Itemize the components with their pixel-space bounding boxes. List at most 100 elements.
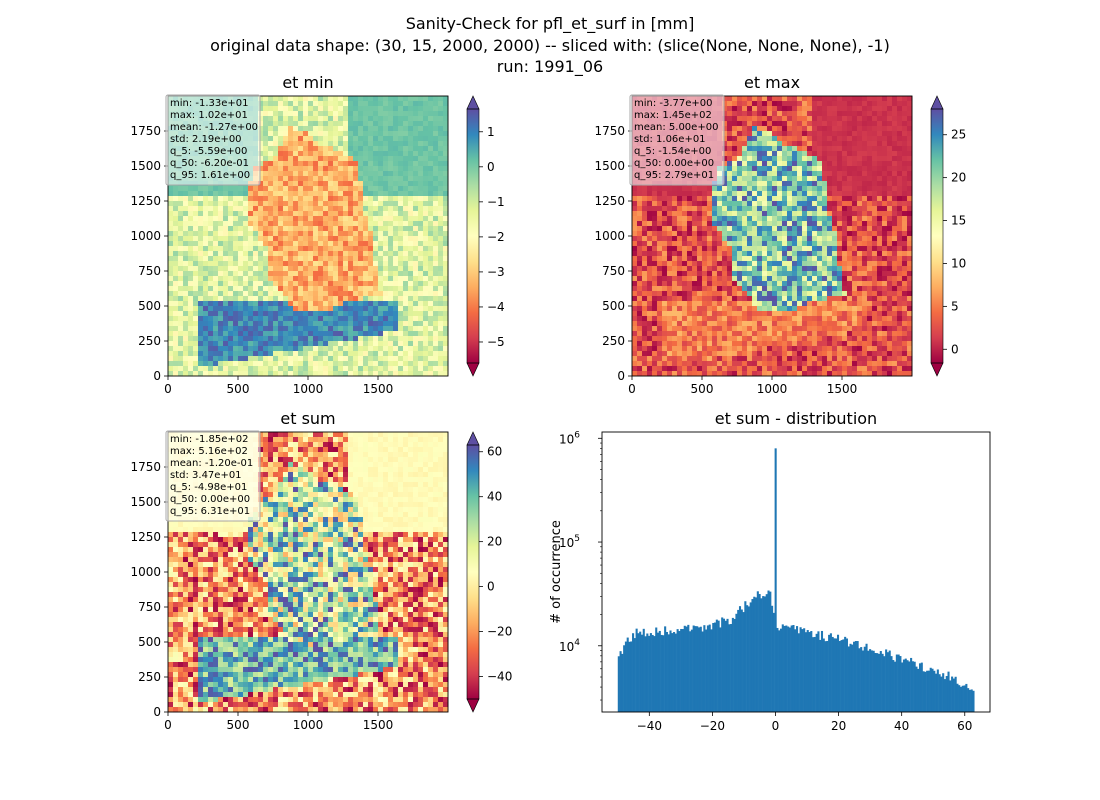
heatmap-cell <box>857 216 863 222</box>
heatmap-cell <box>373 271 379 277</box>
heatmap-cell <box>717 246 723 252</box>
heatmap-cell <box>393 241 399 247</box>
heatmap-cell <box>423 111 429 117</box>
heatmap-cell <box>393 296 399 302</box>
heatmap-cell <box>208 231 214 237</box>
heatmap-cell <box>213 336 219 342</box>
heatmap-cell <box>368 101 374 107</box>
heatmap-cell <box>168 276 174 282</box>
heatmap-cell <box>258 281 264 287</box>
heatmap-cell <box>418 111 424 117</box>
heatmap-cell <box>867 201 873 207</box>
heatmap-cell <box>408 116 414 122</box>
heatmap-cell <box>907 161 913 167</box>
heatmap-cell <box>273 281 279 287</box>
heatmap-cell <box>867 151 873 157</box>
heatmap-cell <box>662 256 668 262</box>
heatmap-cell <box>822 121 828 127</box>
heatmap-cell <box>747 236 753 242</box>
heatmap-cell <box>353 241 359 247</box>
heatmap-cell <box>303 306 309 312</box>
heatmap-cell <box>198 246 204 252</box>
heatmap-cell <box>802 191 808 197</box>
heatmap-cell <box>398 131 404 137</box>
heatmap-cell <box>737 156 743 162</box>
heatmap-cell <box>847 241 853 247</box>
heatmap-cell <box>318 211 324 217</box>
heatmap-cell <box>233 281 239 287</box>
heatmap-cell <box>288 366 294 372</box>
heatmap-cell <box>343 331 349 337</box>
heatmap-cell <box>368 331 374 337</box>
heatmap-cell <box>238 296 244 302</box>
heatmap-cell <box>423 331 429 337</box>
heatmap-cell <box>892 116 898 122</box>
heatmap-cell <box>842 131 848 137</box>
heatmap-cell <box>408 96 414 102</box>
heatmap-cell <box>338 216 344 222</box>
heatmap-cell <box>832 111 838 117</box>
heatmap-cell <box>418 371 424 377</box>
heatmap-cell <box>248 301 254 307</box>
heatmap-cell <box>378 161 384 167</box>
heatmap-cell <box>178 211 184 217</box>
heatmap-cell <box>358 251 364 257</box>
heatmap-cell <box>373 256 379 262</box>
heatmap-cell <box>652 241 658 247</box>
heatmap-cell <box>787 136 793 142</box>
heatmap-cell <box>428 346 434 352</box>
heatmap-cell <box>188 286 194 292</box>
heatmap-cell <box>842 236 848 242</box>
heatmap-cell <box>388 101 394 107</box>
heatmap-cell <box>178 186 184 192</box>
heatmap-cell <box>258 351 264 357</box>
heatmap-cell <box>827 166 833 172</box>
heatmap-cell <box>343 281 349 287</box>
heatmap-cell <box>308 236 314 242</box>
heatmap-cell <box>897 161 903 167</box>
heatmap-cell <box>782 241 788 247</box>
heatmap-cell <box>842 136 848 142</box>
heatmap-cell <box>413 256 419 262</box>
heatmap-cell <box>398 181 404 187</box>
heatmap-cell <box>368 266 374 272</box>
heatmap-cell <box>258 146 264 152</box>
heatmap-cell <box>807 186 813 192</box>
heatmap-cell <box>303 111 309 117</box>
heatmap-cell <box>283 291 289 297</box>
heatmap-cell <box>782 166 788 172</box>
heatmap-cell <box>313 211 319 217</box>
heatmap-cell <box>293 201 299 207</box>
heatmap-cell <box>333 101 339 107</box>
heatmap-cell <box>872 161 878 167</box>
heatmap-cell <box>767 131 773 137</box>
heatmap-cell <box>383 351 389 357</box>
heatmap-cell <box>802 116 808 122</box>
heatmap-cell <box>348 366 354 372</box>
heatmap-cell <box>183 351 189 357</box>
heatmap-cell <box>278 356 284 362</box>
heatmap-cell <box>732 166 738 172</box>
heatmap-cell <box>757 116 763 122</box>
heatmap-cell <box>198 206 204 212</box>
heatmap-cell <box>692 221 698 227</box>
heatmap-cell <box>173 331 179 337</box>
heatmap-cell <box>837 171 843 177</box>
heatmap-cell <box>882 101 888 107</box>
heatmap-cell <box>168 336 174 342</box>
heatmap-cell <box>418 181 424 187</box>
heatmap-cell <box>228 281 234 287</box>
heatmap-cell <box>303 286 309 292</box>
heatmap-cell <box>423 136 429 142</box>
heatmap-cell <box>333 331 339 337</box>
heatmap-cell <box>697 186 703 192</box>
heatmap-cell <box>378 281 384 287</box>
heatmap-cell <box>353 151 359 157</box>
heatmap-cell <box>398 201 404 207</box>
heatmap-cell <box>862 246 868 252</box>
heatmap-cell <box>807 141 813 147</box>
heatmap-cell <box>882 121 888 127</box>
heatmap-cell <box>742 236 748 242</box>
heatmap-cell <box>762 236 768 242</box>
heatmap-cell <box>787 231 793 237</box>
